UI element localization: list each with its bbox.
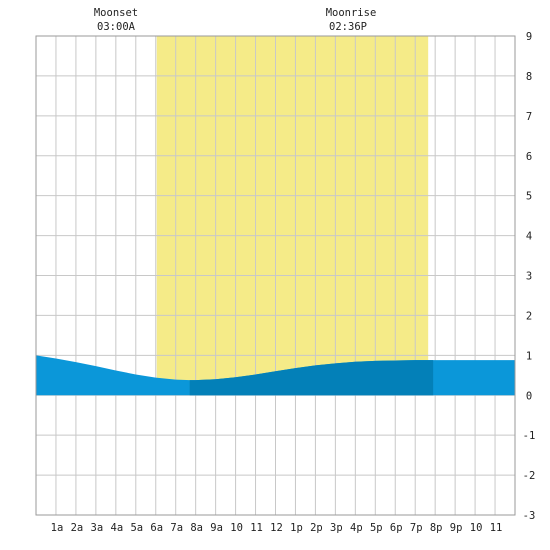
y-tick-label: 6 bbox=[526, 151, 532, 163]
moonset-label: Moonset bbox=[94, 7, 138, 19]
x-tick-label: 7p bbox=[410, 522, 423, 534]
y-axis-ticks: 9 8 7 6 5 4 3 2 1 0 -1 -2 -3 bbox=[523, 31, 536, 522]
x-tick-label: 4a bbox=[111, 522, 124, 534]
daylight-band bbox=[156, 36, 429, 396]
x-tick-label: 3a bbox=[91, 522, 104, 534]
tide-area-day bbox=[189, 360, 434, 396]
daylight-rect bbox=[156, 36, 429, 396]
moonset-time: 03:00A bbox=[97, 21, 136, 33]
x-tick-label: 8p bbox=[430, 522, 443, 534]
x-tick-label: 2a bbox=[71, 522, 84, 534]
moonrise-annotation: Moonrise 02:36P bbox=[326, 7, 377, 33]
x-tick-label: 4p bbox=[350, 522, 363, 534]
moonrise-label: Moonrise bbox=[326, 7, 377, 19]
y-tick-label: 8 bbox=[526, 71, 532, 83]
x-tick-label: 12 bbox=[270, 522, 283, 534]
x-tick-label: 10 bbox=[470, 522, 483, 534]
y-tick-label: -3 bbox=[523, 510, 536, 522]
x-tick-label: 7a bbox=[170, 522, 183, 534]
x-axis-ticks: 1a 2a 3a 4a 5a 6a 7a 8a 9a 10 11 12 1p 2p 3p 4p 5p 6p 7p 8p… bbox=[51, 522, 503, 534]
plot-border bbox=[35, 35, 516, 516]
y-tick-label: 7 bbox=[526, 111, 532, 123]
tide-area bbox=[36, 355, 515, 396]
y-tick-label: 1 bbox=[526, 350, 532, 362]
x-tick-label: 11 bbox=[490, 522, 503, 534]
y-tick-label: 4 bbox=[526, 231, 532, 243]
x-tick-label: 3p bbox=[330, 522, 343, 534]
x-tick-label: 6a bbox=[150, 522, 163, 534]
x-tick-label: 6p bbox=[390, 522, 403, 534]
plot-frame bbox=[35, 35, 516, 516]
x-tick-label: 2p bbox=[310, 522, 323, 534]
x-tick-label: 1p bbox=[290, 522, 303, 534]
moonset-annotation: Moonset 03:00A bbox=[94, 7, 138, 33]
x-tick-label: 11 bbox=[250, 522, 263, 534]
chart-grid bbox=[36, 36, 515, 515]
y-tick-label: 9 bbox=[526, 31, 532, 43]
moonrise-time: 02:36P bbox=[329, 21, 367, 33]
x-tick-label: 5a bbox=[130, 522, 143, 534]
x-tick-label: 8a bbox=[190, 522, 203, 534]
y-tick-label: -1 bbox=[523, 430, 536, 442]
y-tick-label: 5 bbox=[526, 191, 532, 203]
y-tick-label: 3 bbox=[526, 271, 532, 283]
x-tick-label: 5p bbox=[370, 522, 383, 534]
y-tick-label: 0 bbox=[526, 390, 532, 402]
x-tick-label: 9p bbox=[450, 522, 463, 534]
x-tick-label: 1a bbox=[51, 522, 64, 534]
y-tick-label: 2 bbox=[526, 310, 532, 322]
x-tick-label: 10 bbox=[230, 522, 243, 534]
y-tick-label: -2 bbox=[523, 470, 536, 482]
x-tick-label: 9a bbox=[210, 522, 223, 534]
